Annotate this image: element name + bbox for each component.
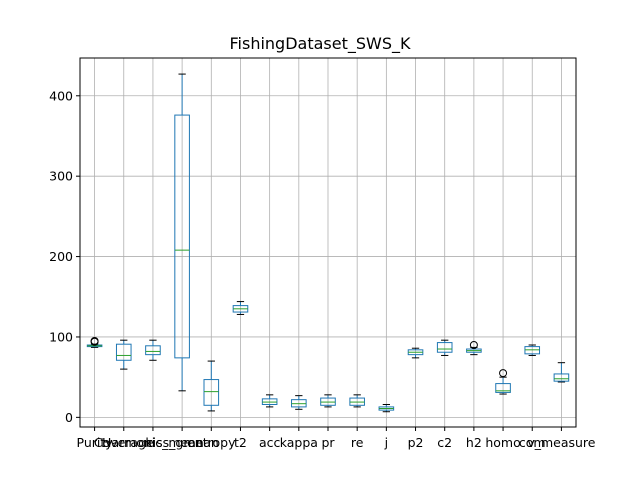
box-c2 — [436, 339, 453, 356]
x-tick-label: kappa — [280, 435, 318, 450]
iqr-box — [145, 345, 161, 356]
box-Purity — [86, 336, 103, 348]
x-tick-label: kiss_gmean — [145, 435, 218, 450]
chart-title: FishingDataset_SWS_K — [230, 34, 411, 54]
iqr-box — [174, 114, 190, 359]
iqr-box — [436, 342, 453, 353]
box-Harmonic_mean — [145, 339, 161, 361]
grid-lines — [80, 58, 576, 427]
box-kiss_gmean — [174, 73, 190, 392]
x-tick-label: Purity — [77, 435, 114, 450]
x-tick-label: c2 — [437, 435, 452, 450]
box-j — [378, 403, 395, 413]
y-tick-label: 200 — [49, 249, 73, 264]
box-acc — [261, 394, 278, 408]
x-tick-label: Coverage — [94, 435, 154, 450]
y-tick-label: 0 — [65, 410, 73, 425]
x-axis-ticks: PurityCoverageHarmonic_meankiss_gmeanent… — [77, 427, 596, 450]
x-tick-label: acc — [259, 435, 281, 450]
box-kappa — [291, 395, 307, 410]
x-tick-label: h2 — [466, 435, 482, 450]
x-tick-label: entropy — [187, 435, 236, 450]
box-re — [349, 394, 365, 408]
boxes — [86, 73, 570, 413]
box-pr — [320, 394, 336, 408]
box-v_measure — [553, 362, 570, 383]
outlier-point — [90, 336, 99, 345]
x-tick-label: homo — [485, 435, 520, 450]
x-tick-label: p2 — [408, 435, 424, 450]
box-h2 — [466, 341, 482, 356]
x-tick-label: t2 — [234, 435, 247, 450]
y-axis-ticks: 0 100 200 300 400 — [49, 88, 80, 425]
box-homo — [495, 369, 511, 395]
box-entropy — [203, 360, 220, 412]
x-tick-label: re — [351, 435, 364, 450]
iqr-box — [115, 343, 132, 361]
outlier-point — [469, 341, 478, 349]
box-com — [524, 344, 541, 356]
x-tick-label: Harmonic_mean — [102, 435, 204, 450]
iqr-box — [495, 383, 511, 393]
box-p2 — [407, 347, 424, 359]
y-tick-label: 300 — [49, 169, 73, 184]
x-tick-label: pr — [321, 435, 335, 450]
y-tick-label: 400 — [49, 88, 73, 103]
iqr-box — [553, 373, 570, 382]
iqr-box — [203, 379, 220, 406]
x-tick-label: com — [519, 435, 546, 450]
box-t2 — [232, 301, 249, 315]
x-tick-label: j — [384, 435, 388, 450]
box-Coverage — [115, 339, 132, 370]
outlier-point — [499, 369, 508, 378]
x-tick-label: v_measure — [527, 435, 595, 450]
y-tick-label: 100 — [49, 329, 73, 344]
